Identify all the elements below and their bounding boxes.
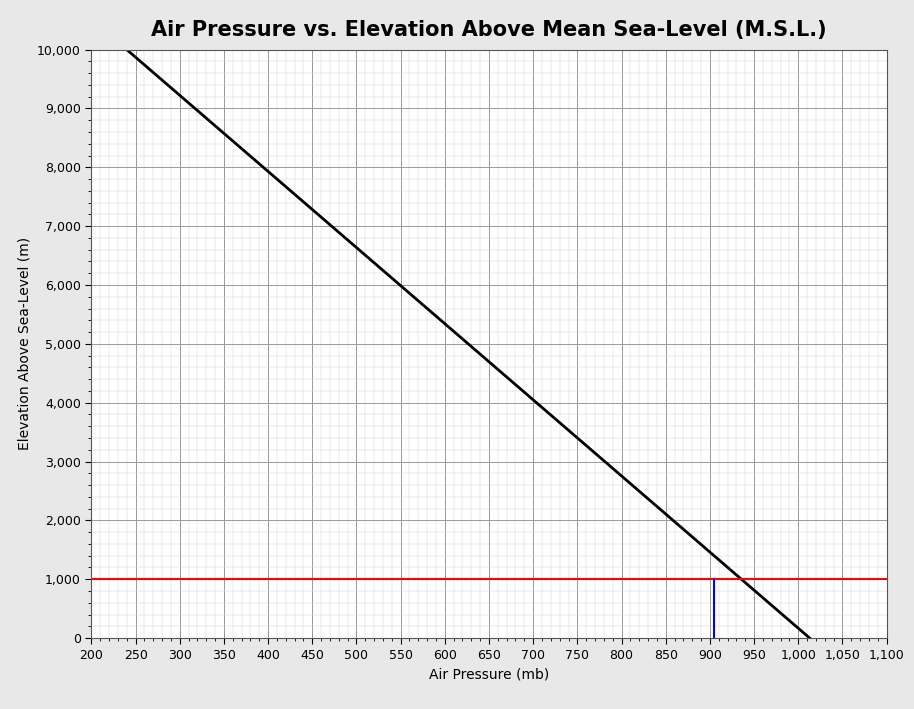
Y-axis label: Elevation Above Sea-Level (m): Elevation Above Sea-Level (m) [17,238,32,450]
Title: Air Pressure vs. Elevation Above Mean Sea-Level (M.S.L.): Air Pressure vs. Elevation Above Mean Se… [151,20,827,40]
X-axis label: Air Pressure (mb): Air Pressure (mb) [429,667,549,681]
